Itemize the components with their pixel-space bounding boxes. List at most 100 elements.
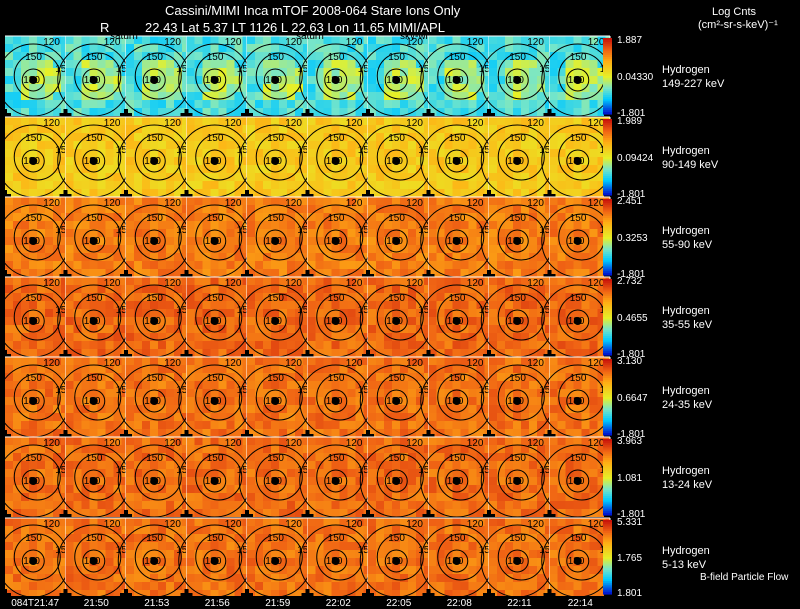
sky-pixel xyxy=(368,213,376,221)
contour-circle xyxy=(324,309,348,333)
sky-pixel xyxy=(460,301,469,309)
sky-pixel xyxy=(97,429,106,437)
sky-pixel xyxy=(428,317,437,325)
sky-pixel xyxy=(89,245,98,253)
sky-pixel xyxy=(323,261,332,269)
sky-pixel xyxy=(363,60,368,68)
sky-pixel xyxy=(476,341,485,349)
sky-pixel xyxy=(368,149,376,157)
sky-pixel xyxy=(549,165,558,173)
sky-pixel xyxy=(428,389,437,397)
sky-pixel xyxy=(400,237,408,245)
sky-pixel xyxy=(476,205,485,213)
sky-pixel xyxy=(218,413,227,421)
sky-pixel xyxy=(105,117,114,125)
sky-pixel xyxy=(210,277,219,285)
contour-circle xyxy=(384,389,408,413)
colorbar-step xyxy=(603,288,612,291)
sky-pixel xyxy=(121,389,126,397)
sky-pixel xyxy=(234,285,243,293)
sky-pixel xyxy=(29,501,37,509)
sky-pixel xyxy=(489,277,497,285)
contour-circle xyxy=(13,373,61,421)
sky-pixel xyxy=(13,36,21,44)
sky-pixel xyxy=(489,84,497,92)
sky-pixel xyxy=(581,205,590,213)
sky-pixel xyxy=(484,245,489,253)
sky-pixel xyxy=(368,277,376,285)
sky-pixel xyxy=(113,44,122,52)
sky-pixel xyxy=(263,349,271,357)
sky-pixel xyxy=(158,317,166,325)
sky-pixel xyxy=(323,317,332,325)
sky-pixel xyxy=(263,141,271,149)
sky-pixel xyxy=(89,269,98,277)
sky-pixel xyxy=(545,133,550,141)
contour-label: 150 xyxy=(146,373,163,384)
sky-pixel xyxy=(307,189,316,197)
sky-pixel xyxy=(295,157,303,165)
sky-pixel xyxy=(53,469,61,477)
sky-pixel xyxy=(73,333,82,341)
sky-pixel xyxy=(428,253,437,261)
sky-pixel xyxy=(255,261,263,269)
contour-label: 150 xyxy=(207,52,224,63)
sky-pixel xyxy=(363,237,368,245)
sky-pixel xyxy=(247,405,255,413)
contour-label: 150 xyxy=(570,213,587,224)
sky-pixel xyxy=(5,221,13,229)
sky-pixel xyxy=(368,108,376,116)
sky-pixel xyxy=(73,229,82,237)
sky-pixel xyxy=(339,92,348,100)
sky-pixel xyxy=(226,68,235,76)
sky-pixel xyxy=(234,253,243,261)
sky-pixel xyxy=(186,389,195,397)
sky-pixel xyxy=(174,269,182,277)
sky-pixel xyxy=(134,141,142,149)
sky-pixel xyxy=(21,477,29,485)
sky-pixel xyxy=(29,173,37,181)
sky-pixel xyxy=(182,357,187,365)
sky-pixel xyxy=(581,197,590,205)
sky-pixel xyxy=(368,117,376,125)
sky-pixel xyxy=(202,205,211,213)
sky-pixel xyxy=(97,52,106,60)
sky-pixel xyxy=(234,389,243,397)
sky-pixel xyxy=(21,429,29,437)
sky-pixel xyxy=(186,333,195,341)
colorbar-step xyxy=(603,76,612,79)
contour-label: 120 xyxy=(467,37,484,48)
sky-pixel xyxy=(29,197,37,205)
contour-circle xyxy=(21,309,45,333)
sky-pixel xyxy=(505,189,513,197)
sky-pixel xyxy=(45,68,53,76)
sky-pixel xyxy=(521,173,529,181)
sky-pixel xyxy=(53,397,61,405)
sky-pixel xyxy=(303,68,308,76)
sky-pixel xyxy=(61,197,66,205)
sky-pixel xyxy=(279,125,287,133)
contour-label: 150 xyxy=(297,225,314,236)
sky-pixel xyxy=(89,389,98,397)
contour-circle xyxy=(445,68,469,92)
colorbar-step xyxy=(603,130,612,133)
sky-pixel xyxy=(182,133,187,141)
sky-pixel xyxy=(303,60,308,68)
sky-pixel xyxy=(247,373,255,381)
sky-pixel xyxy=(271,133,279,141)
sky-pixel xyxy=(513,108,521,116)
sky-pixel xyxy=(263,197,271,205)
sky-pixel xyxy=(303,173,308,181)
sky-pixel xyxy=(589,157,598,165)
sky-pixel xyxy=(242,181,247,189)
sky-pixel xyxy=(436,357,445,365)
sky-pixel xyxy=(271,381,279,389)
sky-pixel xyxy=(194,157,203,165)
sky-pixel xyxy=(323,36,332,44)
sky-pixel xyxy=(303,277,308,285)
sky-pixel xyxy=(61,405,66,413)
sky-pixel xyxy=(295,92,303,100)
sky-pixel xyxy=(174,365,182,373)
